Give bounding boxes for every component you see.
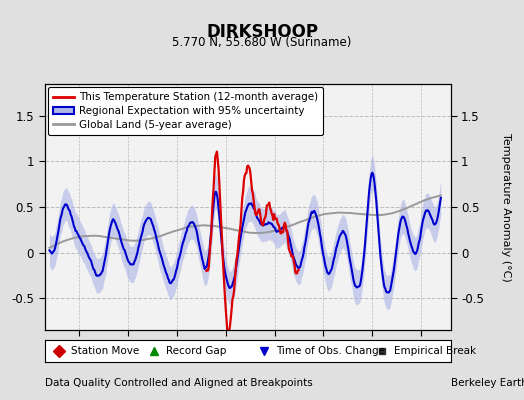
Text: Station Move: Station Move <box>71 346 139 356</box>
Text: Time of Obs. Change: Time of Obs. Change <box>276 346 385 356</box>
Text: DIRKSHOOP: DIRKSHOOP <box>206 23 318 41</box>
Text: Berkeley Earth: Berkeley Earth <box>451 378 524 388</box>
Text: Empirical Break: Empirical Break <box>394 346 476 356</box>
Y-axis label: Temperature Anomaly (°C): Temperature Anomaly (°C) <box>500 133 510 281</box>
Text: 5.770 N, 55.680 W (Suriname): 5.770 N, 55.680 W (Suriname) <box>172 36 352 49</box>
Text: Data Quality Controlled and Aligned at Breakpoints: Data Quality Controlled and Aligned at B… <box>45 378 312 388</box>
Text: Record Gap: Record Gap <box>167 346 227 356</box>
Legend: This Temperature Station (12-month average), Regional Expectation with 95% uncer: This Temperature Station (12-month avera… <box>48 87 323 135</box>
